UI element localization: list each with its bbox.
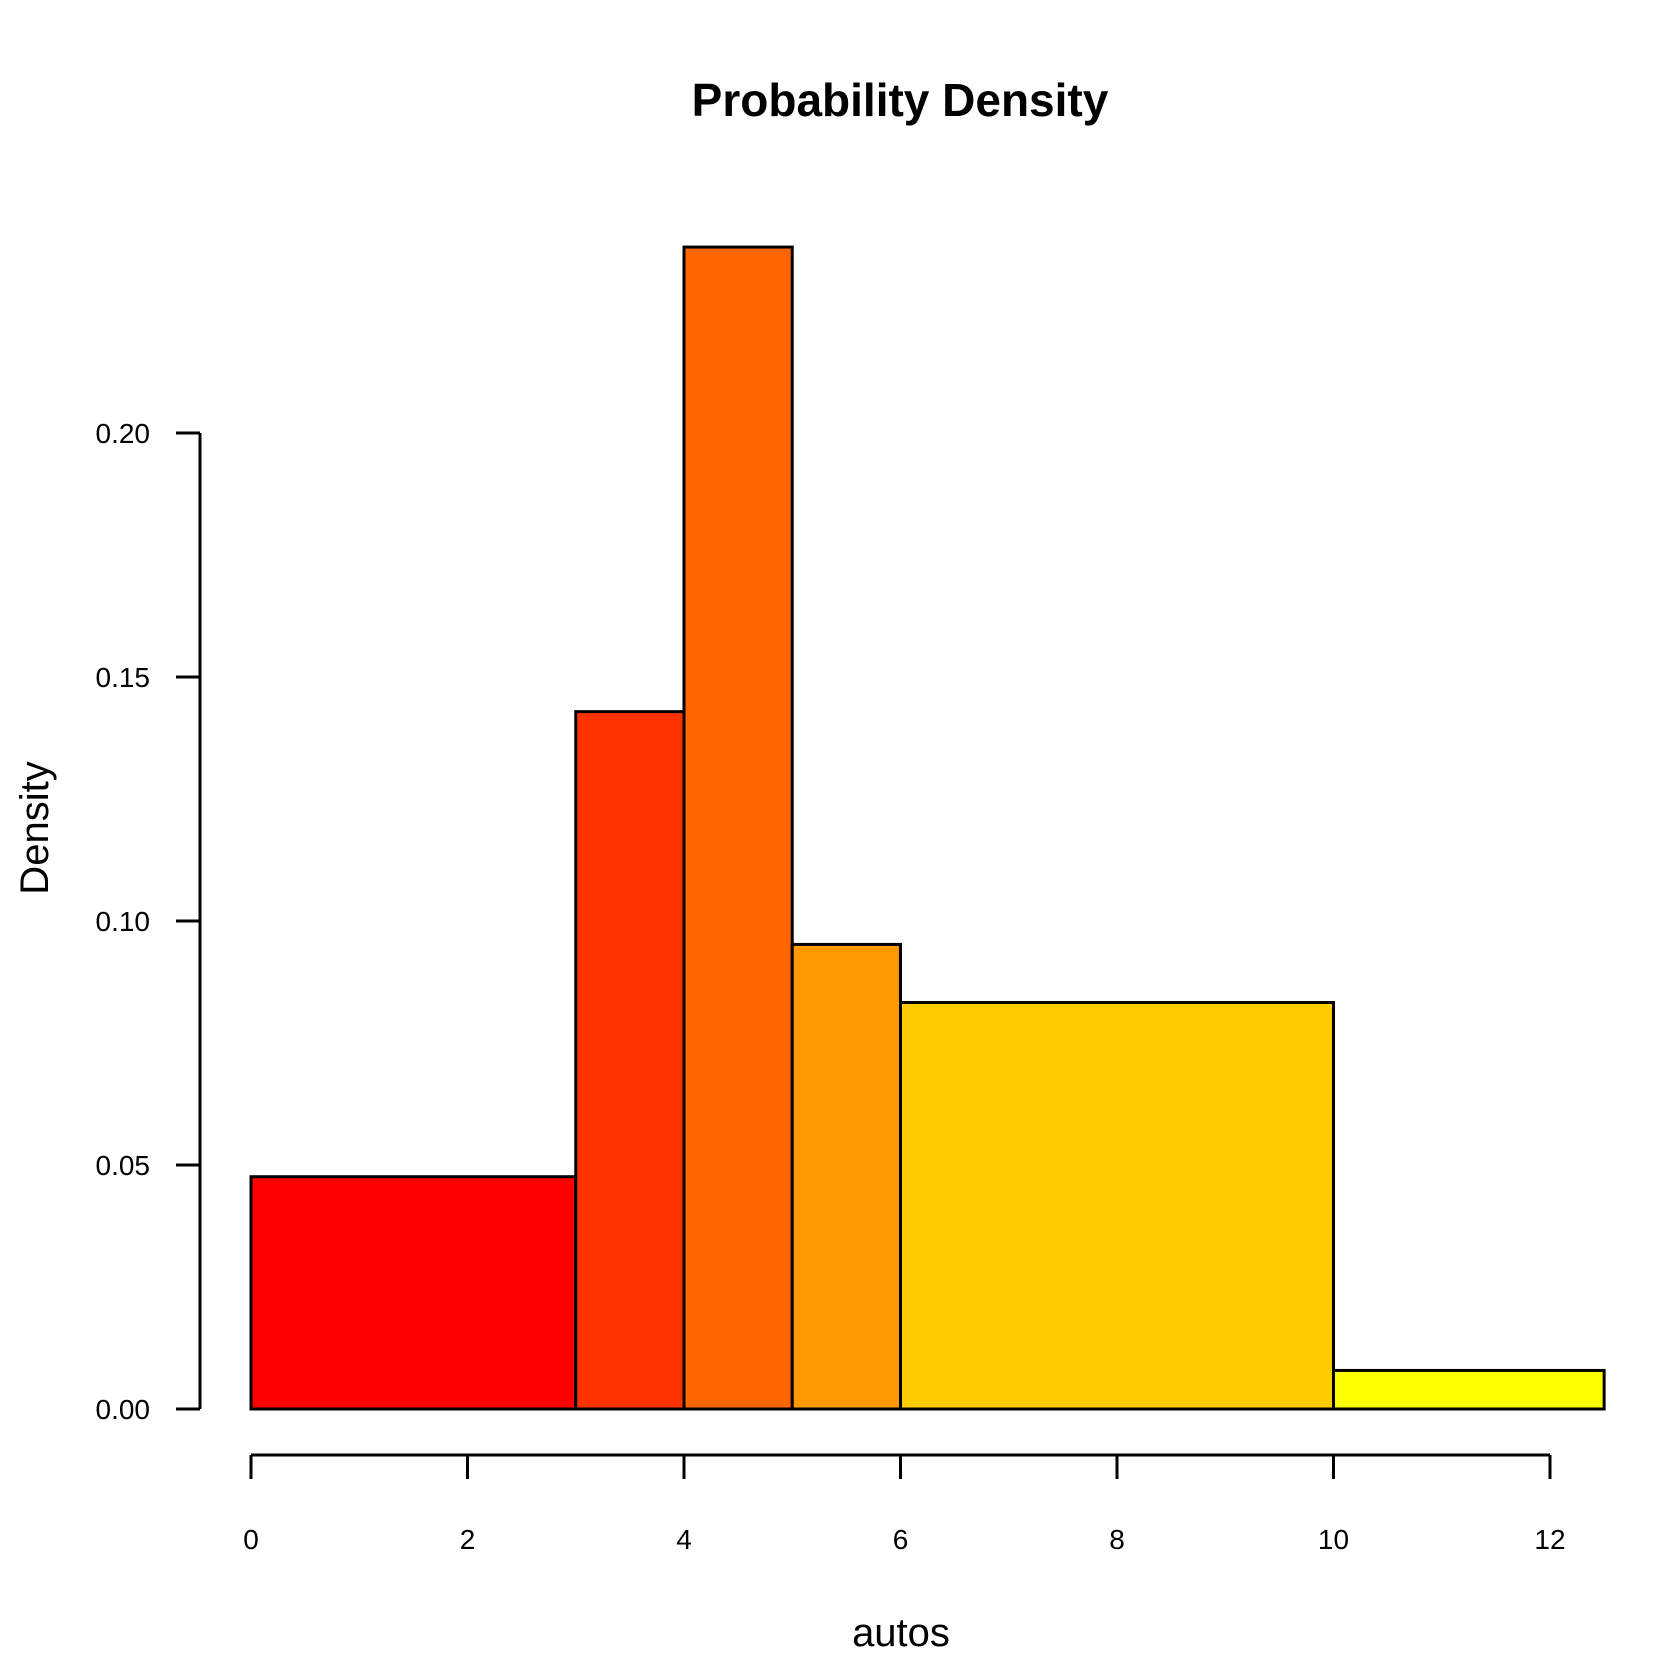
x-tick-label: 12 [1534, 1524, 1565, 1555]
chart-title: Probability Density [692, 74, 1109, 126]
x-tick-label: 10 [1318, 1524, 1349, 1555]
x-axis: 0 2 4 6 8 10 12 [243, 1453, 1566, 1555]
histogram-bar-1 [249, 1175, 578, 1411]
x-tick-label: 2 [460, 1524, 476, 1555]
y-axis-label: Density [13, 761, 57, 894]
histogram-bars [249, 245, 1606, 1411]
x-tick-label: 0 [243, 1524, 259, 1555]
y-tick-label: 0.10 [96, 906, 151, 937]
y-tick-label: 0.00 [96, 1394, 151, 1425]
histogram-bar-6 [1332, 1368, 1606, 1411]
histogram-bar-4 [790, 942, 902, 1411]
histogram-bar-3 [682, 245, 794, 1411]
x-tick-label: 6 [893, 1524, 909, 1555]
x-tick-label: 4 [676, 1524, 692, 1555]
x-tick-label: 8 [1109, 1524, 1125, 1555]
y-axis: 0.00 0.05 0.10 0.15 0.20 [96, 418, 202, 1425]
y-tick-label: 0.20 [96, 418, 151, 449]
histogram-bar-5 [899, 1000, 1335, 1411]
histogram-bar-2 [574, 710, 686, 1411]
y-tick-label: 0.05 [96, 1150, 151, 1181]
y-tick-label: 0.15 [96, 662, 151, 693]
x-axis-label: autos [852, 1611, 950, 1655]
